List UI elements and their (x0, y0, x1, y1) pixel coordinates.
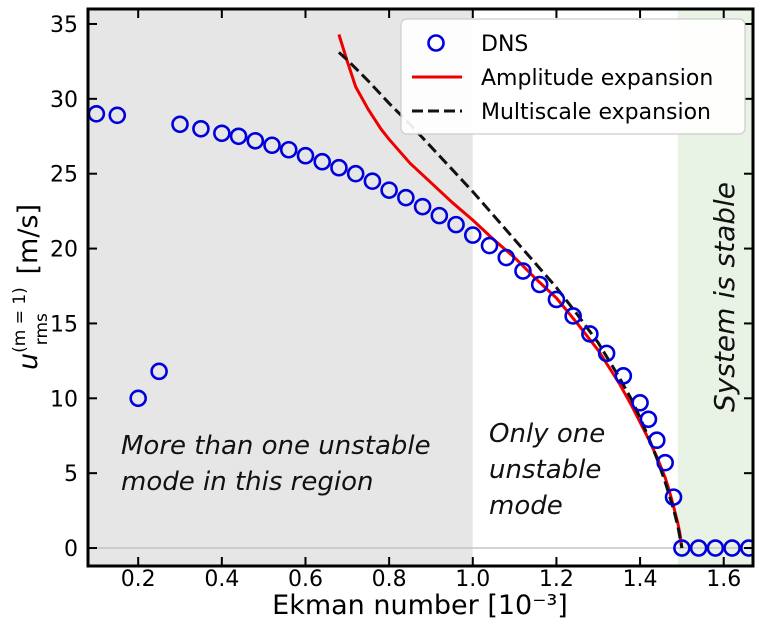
region-annotations: More than one unstable mode in this regio… (121, 182, 741, 521)
x-tick-label: 0.2 (121, 567, 156, 592)
y-tick-label: 30 (50, 88, 78, 113)
x-tick-label: 1.0 (455, 567, 490, 592)
annotation-region1-line-1: More than one unstable (121, 431, 431, 461)
legend-label-multiscale-expansion: Multiscale expansion (481, 100, 711, 125)
x-tick-label: 0.8 (372, 567, 407, 592)
dns-point (547, 290, 566, 309)
dns-point (296, 146, 315, 165)
y-tick-label: 20 (50, 238, 78, 263)
y-tick-label: 0 (64, 537, 78, 562)
dns-point (597, 344, 616, 363)
dns-point (639, 410, 658, 429)
dns-point (380, 181, 398, 199)
dns-point (463, 226, 482, 244)
dns-point (413, 197, 432, 216)
x-tick-label: 1.2 (539, 567, 574, 592)
legend-box (400, 18, 746, 135)
plot-frame (86, 7, 755, 568)
x-tick-label: 1.6 (706, 567, 741, 592)
legend-marker-dns (427, 34, 445, 52)
dns-point (514, 262, 532, 280)
x-tick-label: 0.6 (288, 567, 323, 592)
dns-point (631, 393, 649, 412)
annotation-region2-line-2: unstable (489, 455, 601, 485)
dns-point (263, 136, 281, 155)
x-tick-label: 0.4 (204, 567, 239, 592)
dns-point (313, 152, 332, 171)
x-tick-label: 1.4 (623, 567, 658, 592)
dns-point (397, 188, 415, 207)
dns-point (723, 539, 741, 557)
dns-point (689, 539, 708, 557)
annotation-region2-line-1: Only one (489, 419, 605, 449)
annotation-region3: System is stable (708, 182, 741, 412)
dns-point (246, 131, 265, 150)
dns-point (480, 236, 499, 255)
dns-point (581, 325, 599, 343)
legend-label-amplitude-expansion: Amplitude expansion (481, 66, 713, 91)
dns-point (129, 389, 147, 408)
dns-point (171, 115, 189, 134)
y-tick-label: 25 (50, 163, 78, 188)
y-tick-label: 35 (50, 13, 78, 38)
dns-point (279, 140, 298, 159)
x-axis: 0.2 0.4 0.6 0.8 1.0 1.2 1.4 1.6 (121, 9, 741, 592)
series-line-multiscale-expansion (337, 51, 684, 549)
dns-point (363, 172, 382, 190)
dns-point (706, 539, 725, 557)
dns-point (150, 362, 168, 381)
legend-label-dns: DNS (481, 32, 528, 57)
dns-point (108, 106, 127, 125)
x-axis-label: Ekman number [10⁻³] (272, 590, 568, 621)
dns-point (346, 164, 365, 183)
legend: DNS Amplitude expansion Multiscale expansi… (400, 18, 746, 135)
data-series (88, 34, 753, 557)
dns-point (192, 119, 210, 138)
dns-point (430, 206, 449, 225)
dns-point (330, 158, 348, 177)
y-axis-label: u(m = 1) rms [m/s] (10, 204, 52, 370)
dns-point (740, 539, 753, 557)
dns-point (614, 367, 633, 385)
dns-point (656, 453, 674, 472)
dns-point (229, 127, 248, 146)
dns-point (564, 307, 582, 325)
y-axis: 0 5 10 15 20 25 30 35 (50, 13, 753, 562)
dns-point (530, 275, 549, 294)
dns-point (213, 124, 231, 143)
dns-point (673, 539, 691, 557)
dns-point (447, 215, 465, 234)
annotation-region1-line-2: mode in this region (121, 467, 373, 497)
dns-point (497, 248, 516, 267)
y-tick-label: 10 (50, 387, 78, 412)
annotation-region2-line-3: mode (489, 491, 563, 521)
dns-point (648, 431, 666, 450)
y-tick-label: 15 (50, 312, 78, 337)
dns-point (664, 488, 683, 506)
y-tick-label: 5 (64, 462, 78, 487)
